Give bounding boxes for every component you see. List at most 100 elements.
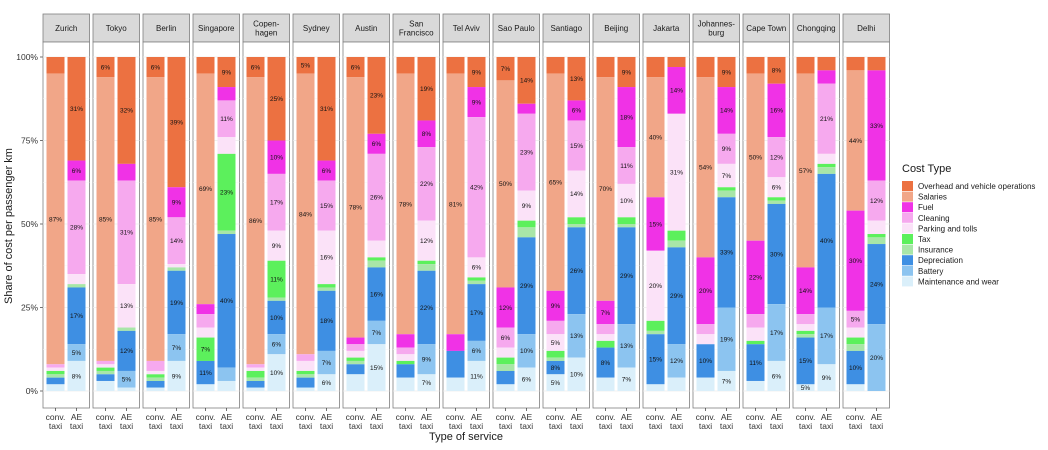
bar-segment [667,344,686,378]
bar-segment [517,190,536,221]
data-label: 14% [670,88,683,95]
data-label: 6% [772,185,782,192]
x-tick-label: taxi [349,421,362,431]
x-tick-label: AE [471,412,483,422]
data-label: 30% [849,258,862,265]
data-label: 6% [251,64,261,71]
bar-segment [767,203,786,305]
facet-panel: Tel Aviv81%conv.taxi9%9%42%6%17%6%11%AEt… [442,13,490,431]
data-label: 6% [272,342,282,349]
data-label: 14% [720,108,733,115]
stacked-bar: 6% 85% [96,57,115,391]
facet-strip-label: Johannes- [698,20,736,29]
bar-segment [546,334,565,351]
bar-segment [67,344,86,361]
bar-segment [746,240,765,315]
facet-strip-label: Chongqing [797,24,836,33]
facet-strip [792,13,840,43]
data-label: 17% [470,310,483,317]
data-label: 6% [572,108,582,115]
x-tick-label: taxi [70,421,83,431]
data-label: 8% [72,373,82,380]
bar-segment [117,163,136,181]
data-label: 9% [422,357,432,364]
x-tick-label: conv. [46,412,66,422]
x-tick-label: taxi [520,421,533,431]
bar-segment [246,377,265,381]
legend-item: Depreciation [902,255,963,266]
stacked-bar: 50% 22% 11% [746,57,765,391]
data-label: 17% [70,313,83,320]
bar-segment [496,364,515,371]
bar-segment [296,374,315,378]
data-label: 18% [620,114,633,121]
data-label: 5% [801,385,811,392]
data-label: 29% [670,293,683,300]
bar-segment [646,197,665,251]
x-tick-label: taxi [370,421,383,431]
bar-segment [167,360,186,391]
bar-segment [667,113,686,231]
data-label: 6% [772,373,782,380]
data-label: 12% [770,155,783,162]
bar-segment [767,197,786,201]
data-label: 30% [770,251,783,258]
bar-segment [246,380,265,388]
bar-segment [517,113,536,191]
bar-segment [46,73,65,365]
bar-segment [267,334,286,355]
bar-segment [196,327,215,338]
x-tick-label: AE [721,412,733,422]
bar-segment [317,57,336,161]
x-tick-label: taxi [749,421,762,431]
bar-segment [617,367,636,391]
data-label: 31% [320,106,333,113]
data-label: 13% [570,76,583,83]
bar-segment [67,360,86,391]
bar-segment [196,314,215,328]
bar-segment [617,217,636,224]
legend-swatch [902,212,913,223]
bar-segment [296,57,315,74]
bar-segment [367,57,386,134]
data-label: 5% [551,340,561,347]
x-axis-title: Type of service [429,431,503,443]
bar-segment [696,77,715,258]
bar-segment [646,384,665,391]
bar-segment [846,327,865,338]
bar-segment [96,370,115,375]
bar-segment [846,384,865,391]
bar-segment [67,160,86,181]
bar-segment [717,57,736,88]
data-label: 13% [570,333,583,340]
bar-segment [546,320,565,335]
x-tick-label: conv. [796,412,816,422]
bar-segment [646,334,665,385]
facet-strip-label: San [409,20,423,29]
bar-segment [417,220,436,261]
x-tick-label: taxi [449,421,462,431]
data-label: 25% [270,96,283,103]
bar-segment [217,153,236,231]
bar-segment [467,257,486,278]
bar-segment [46,370,65,375]
data-label: 11% [470,373,483,380]
stacked-bar: 87% [46,57,65,391]
facet-strip [742,13,790,43]
x-tick-label: taxi [570,421,583,431]
facet-strip-label: Beijing [604,24,628,33]
data-label: 33% [870,123,883,130]
bar-segment [867,237,886,245]
x-tick-label: conv. [196,412,216,422]
bar-segment [817,163,836,168]
bar-segment [396,377,415,391]
data-label: 23% [220,190,233,197]
bar-segment [367,344,386,391]
x-tick-label: AE [271,412,283,422]
data-label: 9% [172,373,182,380]
y-tick-label: 50% [21,219,38,229]
stacked-bar: 9% 9% 42% 6% 17% 6% 11% [467,57,486,391]
facet-strip-label: Sydney [303,24,330,33]
x-tick-label: conv. [446,412,466,422]
